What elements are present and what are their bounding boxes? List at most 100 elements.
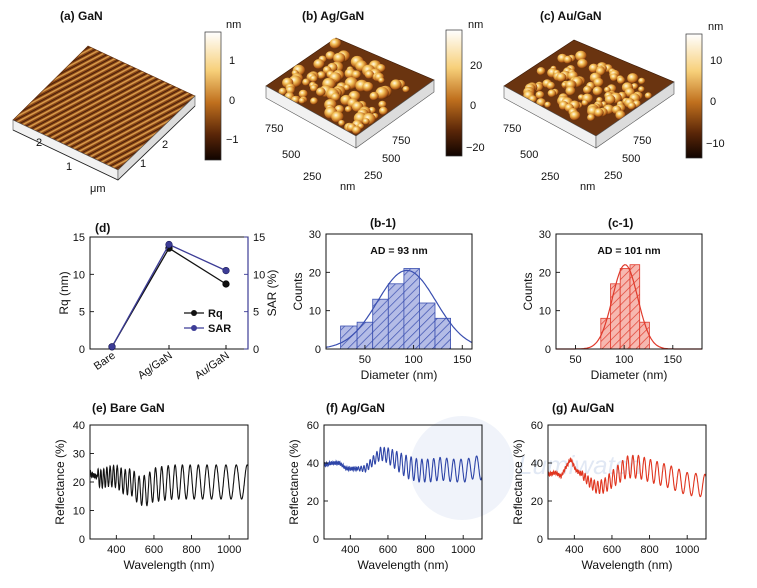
chart-e-ytick-label: 0 <box>79 534 85 546</box>
afm-particle <box>369 91 379 101</box>
chart-d-legend-marker <box>191 310 197 316</box>
chart-c1-ytick-label: 0 <box>545 344 551 356</box>
chart-g-ytick-label: 60 <box>531 420 543 432</box>
chart-b1-bar <box>372 298 389 350</box>
chart-c1-xtick-label: 50 <box>569 354 581 366</box>
afm-particle <box>378 100 387 109</box>
chart-f-frame <box>323 424 483 540</box>
afm-b-colorbar <box>445 29 463 157</box>
afm-a-right-tick-2: 1 <box>140 158 146 170</box>
chart-g-xlabel: Wavelength (nm) <box>582 558 673 572</box>
afm-particle <box>617 76 625 85</box>
chart-e-title: (e) Bare GaN <box>92 401 165 415</box>
chart-b1-xlabel: Diameter (nm) <box>361 368 438 382</box>
chart-c1-bar <box>619 268 631 350</box>
chart-d-legend-label: Rq <box>208 308 223 320</box>
chart-c1-bar <box>629 264 641 350</box>
chart-e-xtick-label: 600 <box>145 544 163 556</box>
chart-d-right-ytick-label: 15 <box>253 232 265 244</box>
afm-particle <box>583 85 592 94</box>
afm-b-particles <box>278 38 410 135</box>
chart-c1-ytick-label: 20 <box>539 267 551 279</box>
chart-e-xlabel: Wavelength (nm) <box>124 558 215 572</box>
chart-g-xtick-label: 400 <box>565 544 583 556</box>
chart-c1-frame <box>555 233 703 350</box>
afm-particle <box>604 86 611 93</box>
afm-a-colorbar-tick-3: −1 <box>226 134 239 146</box>
afm-particle <box>310 84 318 92</box>
chart-b1-bar <box>403 268 420 350</box>
afm-b-axis-unit: nm <box>340 181 355 193</box>
chart-d-point-sar <box>108 343 116 351</box>
chart-d-left-ytick-label: 5 <box>79 307 85 319</box>
chart-c1-title: (c-1) <box>608 216 633 230</box>
chart-e-ylabel: Reflectance (%) <box>53 439 67 524</box>
chart-e-xtick-label: 800 <box>182 544 200 556</box>
afm-a-axis-unit: μm <box>90 183 106 195</box>
chart-f-ytick-label: 40 <box>307 458 319 470</box>
chart-f-ytick-label: 20 <box>307 496 319 508</box>
chart-f-xtick-label: 400 <box>341 544 359 556</box>
afm-particle <box>544 101 551 108</box>
chart-c1-xtick-label: 150 <box>664 354 682 366</box>
afm-particle <box>333 52 346 64</box>
afm-c-axis-unit: nm <box>580 181 595 193</box>
afm-b-right-tick-2: 500 <box>382 153 400 165</box>
chart-g: (g) Au/GaN 0 20 40 60 400 600 800 1000Wavelength… <box>511 401 707 572</box>
afm-a-label: (a) GaN <box>60 9 103 23</box>
afm-particle <box>565 86 576 96</box>
afm-particle <box>563 55 573 64</box>
afm-particle <box>309 75 318 83</box>
chart-d-legend-label: SAR <box>208 323 231 335</box>
afm-particle <box>577 58 588 69</box>
afm-particle <box>535 91 545 99</box>
afm-particle <box>644 92 652 99</box>
chart-b1-ytick-label: 20 <box>309 267 321 279</box>
chart-f-xtick-label: 600 <box>379 544 397 556</box>
afm-particle <box>592 86 603 96</box>
afm-particle <box>364 70 375 79</box>
chart-b1-bar <box>434 317 452 350</box>
chart-b1-bar <box>387 283 405 350</box>
afm-particle <box>587 113 595 122</box>
afm-panel-b: (b) Ag/GaN 750 500 250 750 500 250 nm nm… <box>265 9 485 193</box>
chart-g-xtick-label: 800 <box>640 544 658 556</box>
afm-particle <box>627 73 639 84</box>
afm-c-colorbar-tick-2: 0 <box>710 96 716 108</box>
chart-e-ytick-label: 10 <box>73 506 85 518</box>
chart-f-ylabel: Reflectance (%) <box>287 439 301 524</box>
afm-particle <box>298 89 308 99</box>
chart-e: (e) Bare GaN 0 10 20 30 40 400 600 800 1000Wavele… <box>53 401 249 572</box>
afm-a-left-tick-1: 2 <box>36 137 42 149</box>
afm-particle <box>298 97 306 104</box>
chart-g-ytick-label: 20 <box>531 496 543 508</box>
chart-c1-bar <box>610 283 621 350</box>
afm-panel-a: (a) GaN 2 1 2 1 μm nm 1 0 −1 <box>12 9 241 195</box>
chart-b1-ytick-label: 0 <box>315 344 321 356</box>
chart-b1-ylabel: Counts <box>291 272 305 310</box>
afm-a-right-tick-1: 2 <box>162 139 168 151</box>
afm-particle <box>302 78 310 86</box>
chart-g-ytick-label: 0 <box>537 534 543 546</box>
chart-c1-ytick-label: 30 <box>539 229 551 241</box>
chart-f-xtick-label: 1000 <box>451 544 475 556</box>
afm-particle <box>609 73 619 82</box>
afm-a-left-tick-2: 1 <box>66 161 72 173</box>
chart-f-xlabel: Wavelength (nm) <box>358 558 449 572</box>
afm-b-label: (b) Ag/GaN <box>302 9 364 23</box>
afm-particle <box>569 110 581 121</box>
chart-e-spectrum-line <box>89 464 249 507</box>
chart-d-left-ytick-label: 10 <box>73 269 85 281</box>
afm-particle <box>375 86 389 100</box>
afm-panel-c: (c) Au/GaN 750 500 250 750 500 250 nm nm… <box>503 9 725 193</box>
chart-f-ytick-label: 60 <box>307 420 319 432</box>
afm-b-colorbar-tick-2: 0 <box>470 100 476 112</box>
afm-particle <box>352 126 361 135</box>
afm-c-label: (c) Au/GaN <box>540 9 602 23</box>
afm-particle <box>331 111 344 123</box>
chart-b1-ytick-label: 10 <box>309 306 321 318</box>
afm-c-colorbar-tick-1: 10 <box>710 55 722 67</box>
afm-particle <box>556 72 567 82</box>
